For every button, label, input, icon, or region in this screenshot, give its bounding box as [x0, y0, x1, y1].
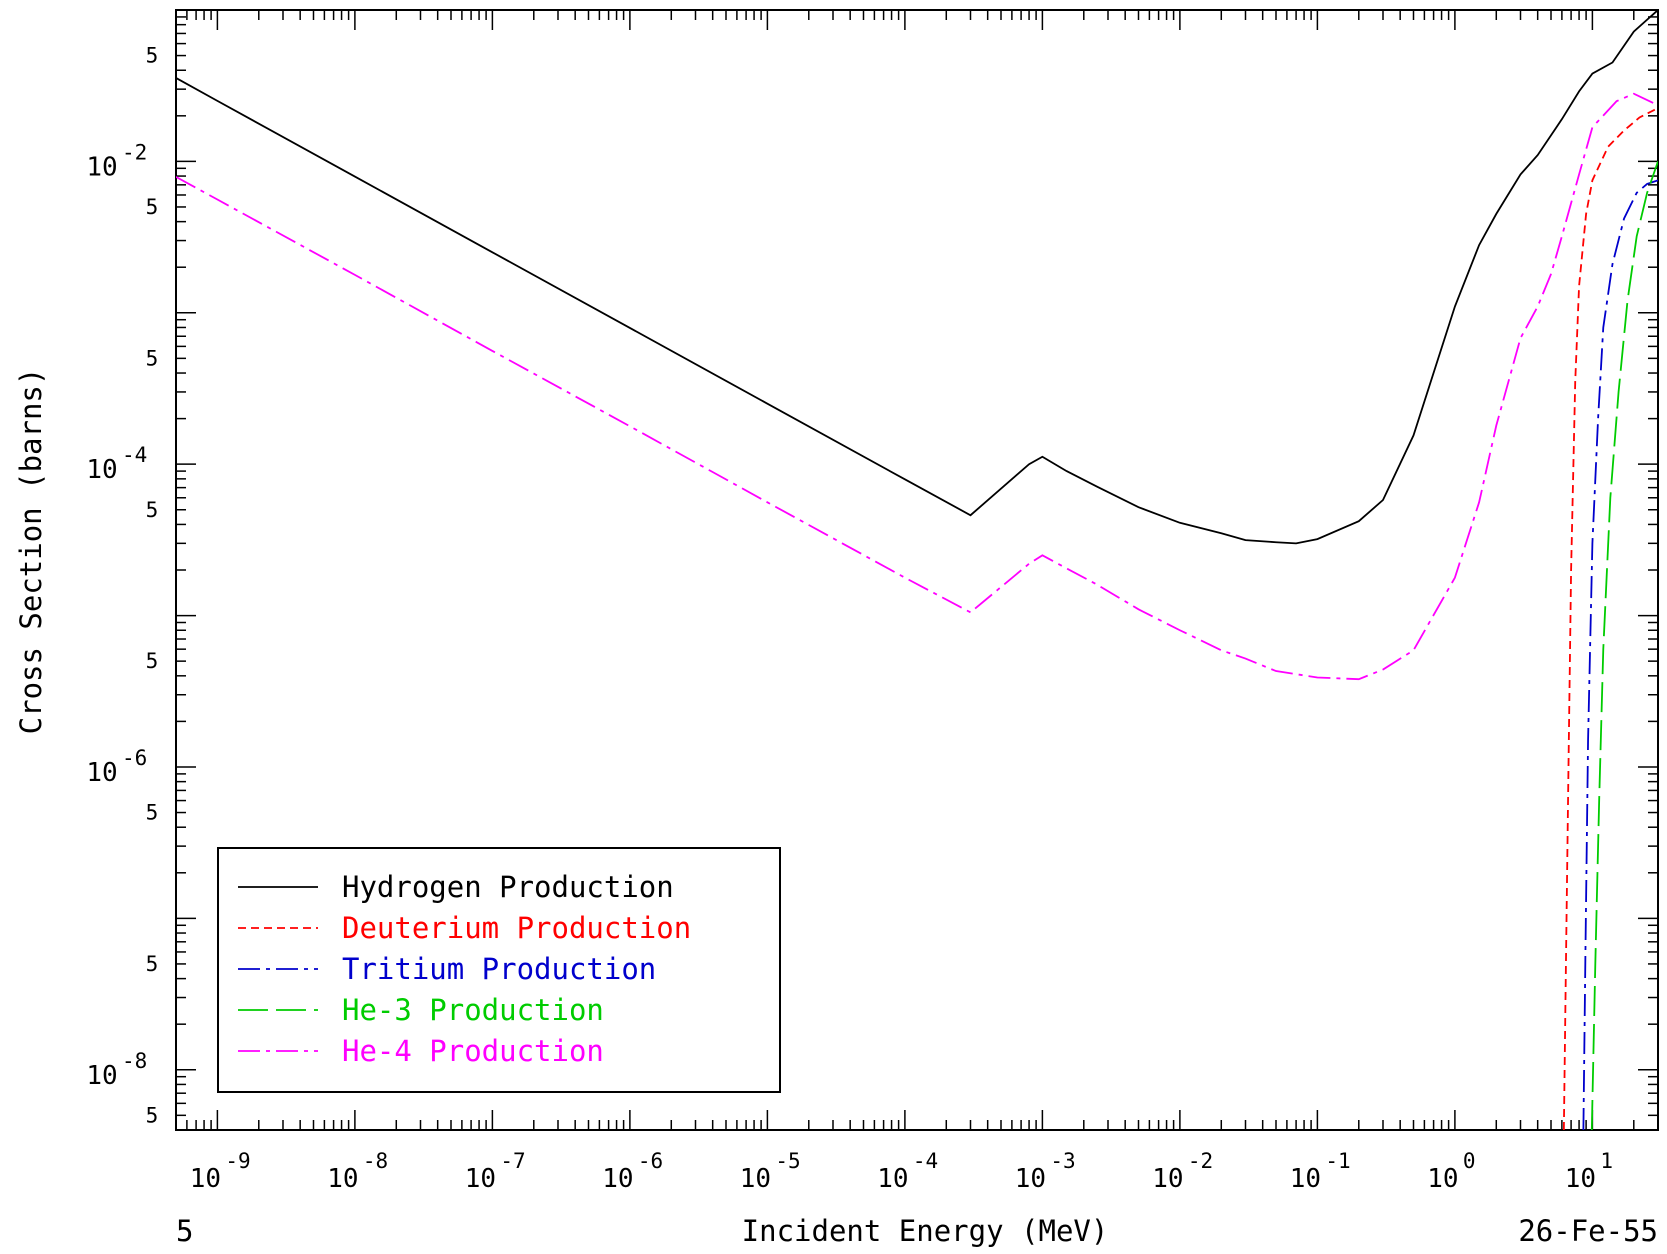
x-axis-ticks — [175, 10, 1659, 1130]
x-tick-exponent: 1 — [1600, 1149, 1613, 1173]
x-tick-exponent: 0 — [1463, 1149, 1476, 1173]
legend-box — [217, 847, 781, 1093]
x-tick-label: 10 — [327, 1164, 358, 1194]
x-tick-label: 10 — [1152, 1164, 1183, 1194]
legend: Hydrogen Production Deuterium Production T… — [217, 847, 781, 1093]
x-tick-label: 10 — [190, 1164, 221, 1194]
x-axis-title: Incident Energy (MeV) — [742, 1214, 1109, 1248]
x-axis-tick-labels: 10-910-810-710-610-510-410-310-210-11001… — [190, 1149, 1613, 1194]
y-minor-tick-label: 5 — [146, 801, 159, 825]
y-minor-tick-label: 5 — [146, 1103, 159, 1127]
y-minor-tick-label: 5 — [146, 346, 159, 370]
x-tick-exponent: -4 — [913, 1149, 938, 1173]
x-tick-exponent: -9 — [225, 1149, 250, 1173]
footer-left-label: 5 — [176, 1214, 193, 1248]
legend-label: Hydrogen Production — [342, 870, 674, 904]
y-minor-tick-label: 5 — [146, 498, 159, 522]
y-tick-exponent: -2 — [122, 140, 147, 164]
x-tick-exponent: -8 — [363, 1149, 388, 1173]
y-axis-title: Cross Section (barns) — [14, 368, 48, 735]
x-tick-label: 10 — [1427, 1164, 1458, 1194]
y-tick-label: 10 — [86, 152, 117, 182]
series-line-hydrogen-production — [176, 10, 1658, 545]
y-tick-label: 10 — [86, 1061, 117, 1091]
y-minor-tick-label: 5 — [146, 44, 159, 68]
x-tick-label: 10 — [1290, 1164, 1321, 1194]
legend-label: He-3 Production — [342, 993, 604, 1027]
y-tick-exponent: -4 — [122, 443, 147, 467]
legend-label: He-4 Production — [342, 1034, 604, 1068]
x-tick-label: 10 — [877, 1164, 908, 1194]
series-line-deuterium-production — [1562, 107, 1658, 1130]
y-tick-label: 10 — [86, 455, 117, 485]
y-minor-tick-label: 5 — [146, 649, 159, 673]
x-tick-exponent: -3 — [1050, 1149, 1075, 1173]
x-tick-exponent: -7 — [500, 1149, 525, 1173]
x-tick-exponent: -1 — [1325, 1149, 1350, 1173]
x-tick-label: 10 — [465, 1164, 496, 1194]
x-tick-label: 10 — [1015, 1164, 1046, 1194]
legend-label: Tritium Production — [342, 952, 656, 986]
series-line-he-3-production — [1590, 161, 1658, 1130]
x-tick-label: 10 — [602, 1164, 633, 1194]
x-tick-label: 10 — [1565, 1164, 1596, 1194]
y-axis-ticks — [176, 9, 1658, 1131]
x-tick-exponent: -6 — [638, 1149, 663, 1173]
x-tick-label: 10 — [740, 1164, 771, 1194]
x-tick-exponent: -5 — [775, 1149, 800, 1173]
y-tick-label: 10 — [86, 758, 117, 788]
y-tick-exponent: -8 — [122, 1049, 147, 1073]
series-line-tritium-production — [1582, 179, 1658, 1130]
y-minor-tick-label: 5 — [146, 952, 159, 976]
legend-label: Deuterium Production — [342, 911, 691, 945]
x-tick-exponent: -2 — [1188, 1149, 1213, 1173]
series-lines — [176, 10, 1658, 1130]
series-line-he-4-production — [176, 92, 1658, 681]
y-minor-tick-label: 5 — [146, 195, 159, 219]
footer-material-label: 26-Fe-55 — [1518, 1214, 1658, 1248]
y-tick-exponent: -6 — [122, 746, 147, 770]
